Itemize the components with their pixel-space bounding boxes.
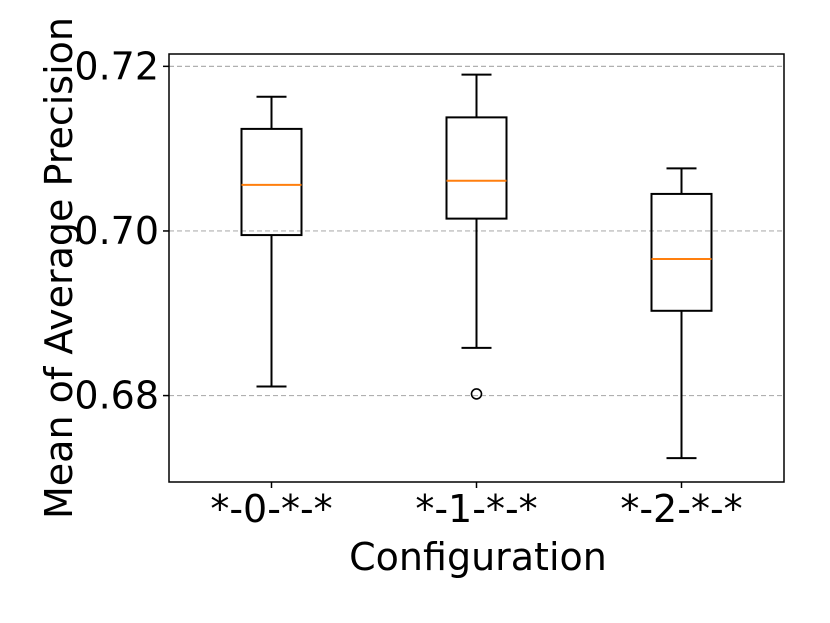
iqr-box [240, 127, 303, 237]
y-tick-label: 0.68 [74, 374, 159, 418]
box-group [240, 95, 303, 388]
boxes [240, 73, 713, 460]
y-axis-label: Mean of Average Precision [37, 17, 81, 519]
iqr-box [650, 192, 713, 312]
x-axis-label: Configuration [349, 535, 607, 579]
x-tick-label: *-0-*-* [210, 487, 332, 531]
iqr-box [445, 116, 508, 220]
x-tick-label: *-2-*-* [620, 487, 742, 531]
y-tick-label: 0.72 [74, 44, 159, 88]
box-group [650, 167, 713, 460]
x-axis-ticks: *-0-*-* *-1-*-* *-2-*-* [210, 482, 743, 531]
x-tick-label: *-1-*-* [415, 487, 537, 531]
outlier-point [470, 388, 483, 400]
box-group [445, 73, 508, 400]
y-axis-ticks: 0.68 0.70 0.72 [74, 44, 169, 418]
y-tick-label: 0.70 [74, 209, 159, 253]
